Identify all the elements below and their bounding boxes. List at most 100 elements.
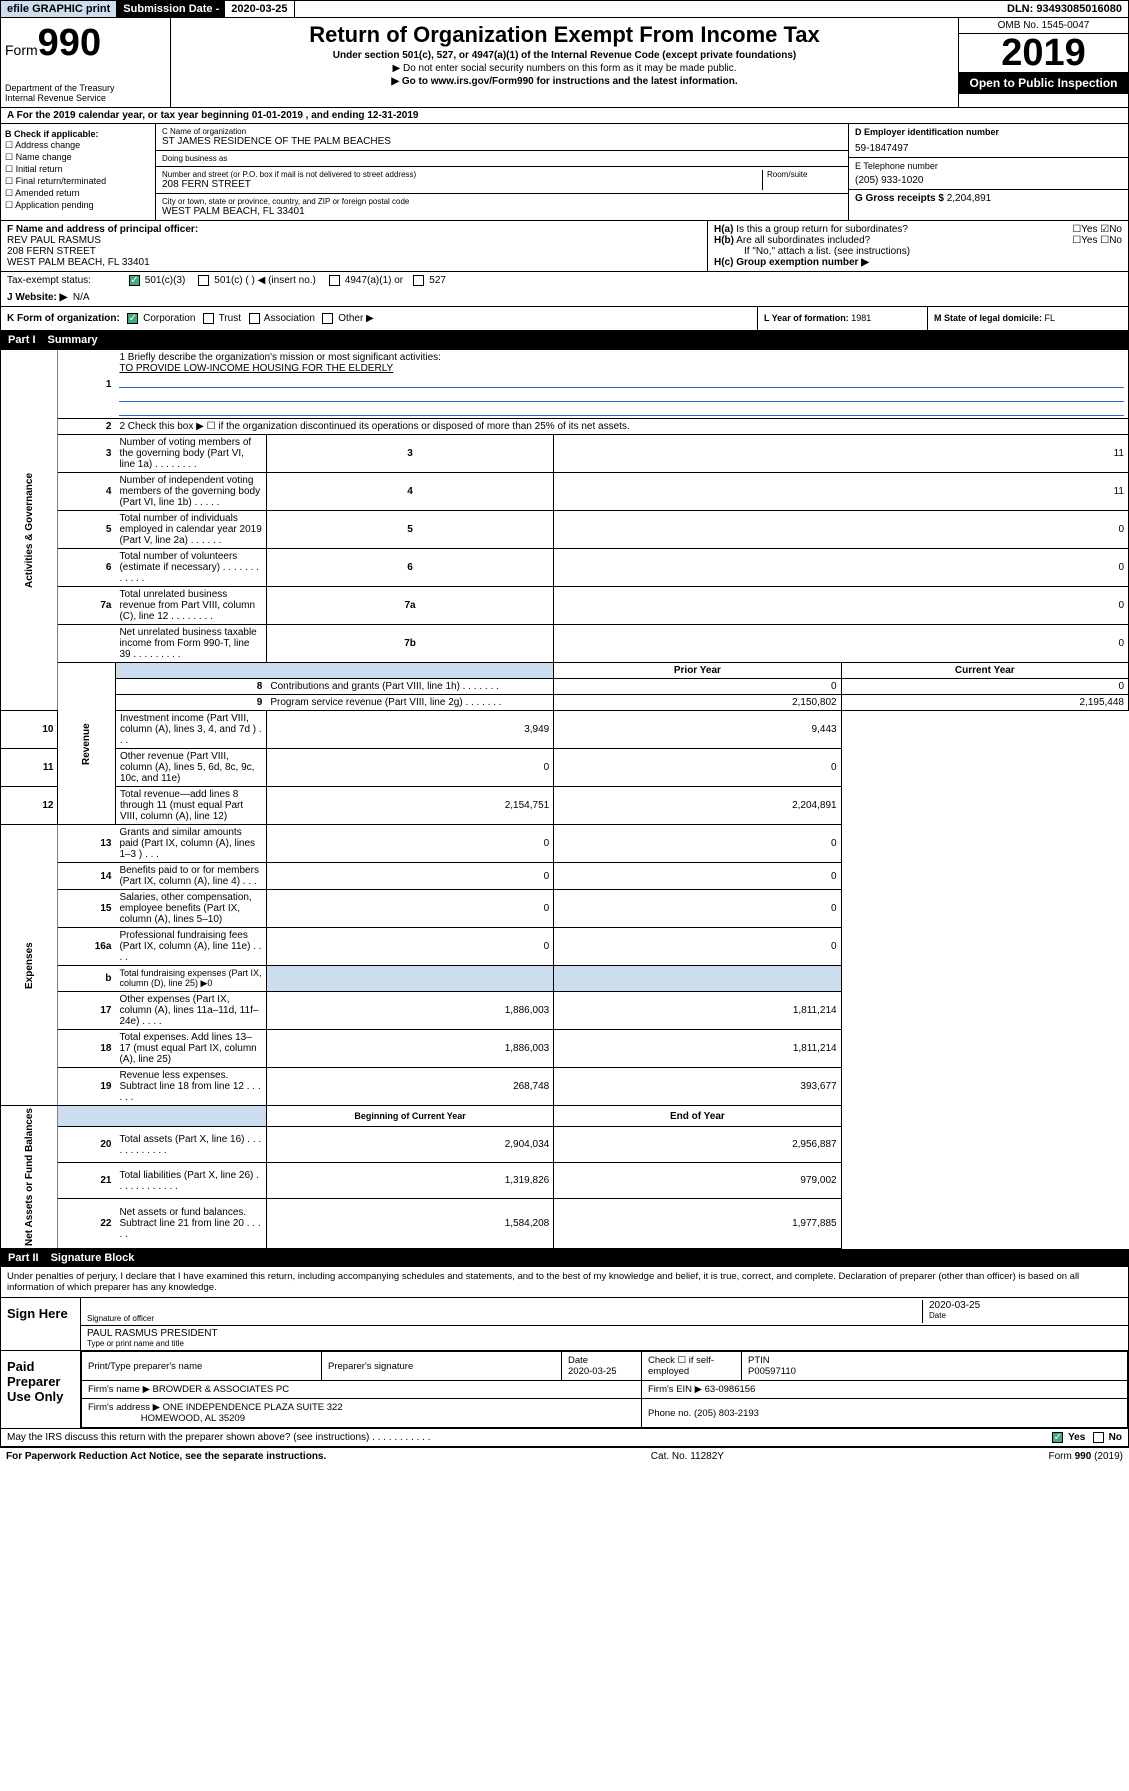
perjury-statement: Under penalties of perjury, I declare th… [1,1267,1128,1297]
officer-addr1: 208 FERN STREET [7,246,701,257]
row-i: Tax-exempt status: ✓ 501(c)(3) 501(c) ( … [0,272,1129,289]
room-label: Room/suite [767,170,842,179]
gross-receipts-label: G Gross receipts $ [855,193,944,204]
line-21: 21Total liabilities (Part X, line 26) . … [1,1163,1129,1199]
info-grid: B Check if applicable: ☐ Address change … [0,124,1129,221]
top-bar: efile GRAPHIC print Submission Date - 20… [0,0,1129,18]
q1-label: 1 Briefly describe the organization's mi… [119,352,441,363]
row-j: J Website: ▶ N/A [0,289,1129,307]
officer-label: F Name and address of principal officer: [7,224,701,235]
city-label: City or town, state or province, country… [162,197,842,206]
line-3: 3Number of voting members of the governi… [1,435,1129,473]
check-other[interactable] [322,313,333,324]
check-association[interactable] [249,313,260,324]
ptin-label: PTIN [748,1355,770,1366]
addr-label: Number and street (or P.O. box if mail i… [162,170,762,179]
ein: 59-1847497 [855,143,1122,154]
line-20: 20Total assets (Part X, line 16) . . . .… [1,1127,1129,1163]
discuss-row: May the IRS discuss this return with the… [1,1428,1128,1446]
checkbox-amended[interactable]: ☐ Amended return [5,188,151,199]
firm-ein: 63-0986156 [705,1384,756,1395]
year-formation: L Year of formation: 1981 [758,307,928,330]
line-22: 22Net assets or fund balances. Subtract … [1,1198,1129,1248]
part-2-header: Part IISignature Block [0,1249,1129,1267]
tax-year: 2019 [959,34,1128,72]
form-note-2[interactable]: ▶ Go to www.irs.gov/Form990 for instruct… [175,76,954,87]
submission-date: 2020-03-25 [225,1,294,17]
line-17: 17Other expenses (Part IX, column (A), l… [1,992,1129,1030]
signature-block: Under penalties of perjury, I declare th… [0,1267,1129,1447]
ein-label: D Employer identification number [855,127,1122,137]
website-value: N/A [73,292,90,303]
dln: DLN: 93493085016080 [1001,1,1128,17]
firm-addr1: ONE INDEPENDENCE PLAZA SUITE 322 [163,1402,343,1413]
check-trust[interactable] [203,313,214,324]
telephone: (205) 933-1020 [855,175,1122,186]
sig-name-label: Type or print name and title [87,1339,1122,1348]
h-c: H(c) Group exemption number ▶ [714,257,1122,268]
side-revenue: Revenue [58,663,115,825]
page-footer: For Paperwork Reduction Act Notice, see … [0,1447,1129,1465]
checkbox-name-change[interactable]: ☐ Name change [5,152,151,163]
check-corporation[interactable]: ✓ [127,313,138,324]
col-current-year: Current Year [841,663,1128,679]
org-name: ST JAMES RESIDENCE OF THE PALM BEACHES [162,136,842,147]
form-title: Return of Organization Exempt From Incom… [175,22,954,48]
officer-addr2: WEST PALM BEACH, FL 33401 [7,257,701,268]
checkbox-final-return[interactable]: ☐ Final return/terminated [5,176,151,187]
footer-left: For Paperwork Reduction Act Notice, see … [6,1451,326,1462]
line-11: 11Other revenue (Part VIII, column (A), … [1,749,1129,787]
col-prior-year: Prior Year [554,663,841,679]
org-name-label: C Name of organization [162,127,842,136]
line-16b: bTotal fundraising expenses (Part IX, co… [1,966,1129,992]
check-discuss-no[interactable] [1093,1432,1104,1443]
prep-date: 2020-03-25 [568,1366,617,1377]
side-activities-governance: Activities & Governance [1,350,58,711]
sig-date: 2020-03-25 [929,1300,1122,1311]
section-a: A For the 2019 calendar year, or tax yea… [0,108,1129,124]
gross-receipts: 2,204,891 [947,193,992,204]
tax-status-opts: ✓ 501(c)(3) 501(c) ( ) ◀ (insert no.) 49… [127,275,446,286]
line-14: 14Benefits paid to or for members (Part … [1,863,1129,890]
side-expenses: Expenses [1,825,58,1106]
officer-name: REV PAUL RASMUS [7,235,701,246]
street-address: 208 FERN STREET [162,179,762,190]
line-9: 9Program service revenue (Part VIII, lin… [1,695,1129,711]
line-7b: Net unrelated business taxable income fr… [1,625,1129,663]
ptin: P00597110 [748,1366,796,1377]
paid-preparer-label: Paid Preparer Use Only [1,1351,81,1428]
efile-button[interactable]: efile GRAPHIC print [1,1,117,17]
h-b: H(b) Are all subordinates included? ☐Yes… [714,235,1122,246]
check-501c3[interactable]: ✓ [129,275,140,286]
prep-date-label: Date [568,1355,588,1366]
line-15: 15Salaries, other compensation, employee… [1,890,1129,928]
check-501c[interactable] [198,275,209,286]
check-527[interactable] [413,275,424,286]
line-6: 6Total number of volunteers (estimate if… [1,549,1129,587]
line-4: 4Number of independent voting members of… [1,473,1129,511]
tel-label: E Telephone number [855,161,1122,171]
sig-officer-label: Signature of officer [87,1314,922,1323]
line-10: 10Investment income (Part VIII, column (… [1,711,1129,749]
sig-date-label: Date [929,1311,1122,1320]
line-19: 19Revenue less expenses. Subtract line 1… [1,1068,1129,1106]
q2: 2 Check this box ▶ ☐ if the organization… [115,419,1128,435]
firm-name: BROWDER & ASSOCIATES PC [153,1384,290,1395]
part-1-header: Part ISummary [0,331,1129,349]
sign-here-label: Sign Here [1,1298,81,1350]
checkbox-application-pending[interactable]: ☐ Application pending [5,200,151,211]
check-discuss-yes[interactable]: ✓ [1052,1432,1063,1443]
line-18: 18Total expenses. Add lines 13–17 (must … [1,1030,1129,1068]
row-klm: K Form of organization: ✓ Corporation Tr… [0,307,1129,331]
form-header: Form990 Department of the Treasury Inter… [0,18,1129,108]
h-b-note: If "No," attach a list. (see instruction… [714,246,1122,257]
form-of-org: K Form of organization: ✓ Corporation Tr… [1,307,758,330]
line-7a: 7aTotal unrelated business revenue from … [1,587,1129,625]
h-a: H(a) Is this a group return for subordin… [714,224,1122,235]
check-4947[interactable] [329,275,340,286]
footer-mid: Cat. No. 11282Y [651,1451,724,1462]
prep-check-self-employed[interactable]: Check ☐ if self-employed [642,1352,742,1381]
checkbox-initial-return[interactable]: ☐ Initial return [5,164,151,175]
state-domicile: M State of legal domicile: FL [928,307,1128,330]
checkbox-address-change[interactable]: ☐ Address change [5,140,151,151]
